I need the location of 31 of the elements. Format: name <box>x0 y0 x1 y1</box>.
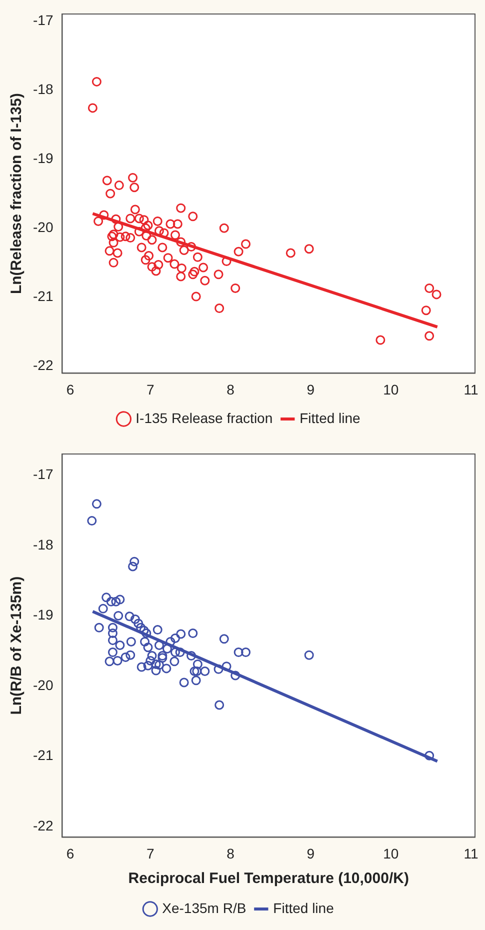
x-tick-label: 7 <box>146 845 154 862</box>
x-tick-label: 10 <box>383 845 399 862</box>
x-tick-label: 6 <box>66 381 74 398</box>
y-tick-label: -22 <box>33 818 54 834</box>
legend-label: I-135 Release fraction <box>136 410 273 426</box>
x-tick-label: 6 <box>66 845 74 862</box>
x-tick-label: 9 <box>306 381 315 398</box>
x-tick-label: 10 <box>383 381 399 398</box>
x-tick-label: 8 <box>226 845 235 862</box>
x-tick-label: 7 <box>146 381 154 398</box>
y-tick-label: -22 <box>33 357 54 374</box>
y-tick-label: -18 <box>33 80 54 97</box>
y-tick-label: -20 <box>33 676 54 693</box>
y-tick-label: -21 <box>33 288 54 304</box>
y-axis-title: Ln(Release fraction of I-135) <box>8 93 26 294</box>
y-tick-label: -19 <box>33 150 54 166</box>
y-tick-label: -18 <box>33 536 54 552</box>
legend-label: Fitted line <box>273 900 334 916</box>
y-tick-label: -20 <box>33 219 54 235</box>
y-tick-label: -21 <box>33 747 54 764</box>
x-tick-label: 8 <box>226 381 235 398</box>
x-tick-label: 11 <box>464 381 478 398</box>
legend-label: Fitted line <box>300 410 361 426</box>
x-axis-title: Reciprocal Fuel Temperature (10,000/K) <box>128 870 409 888</box>
y-axis-title: Ln(R/B of Xe-135m) <box>8 576 26 715</box>
y-tick-label: -19 <box>33 606 54 623</box>
y-tick-label: -17 <box>33 466 54 482</box>
x-tick-label: 9 <box>306 845 315 862</box>
x-tick-label: 11 <box>464 845 478 862</box>
y-tick-label: -17 <box>33 12 54 28</box>
legend-label: Xe-135m R/B <box>162 900 246 916</box>
